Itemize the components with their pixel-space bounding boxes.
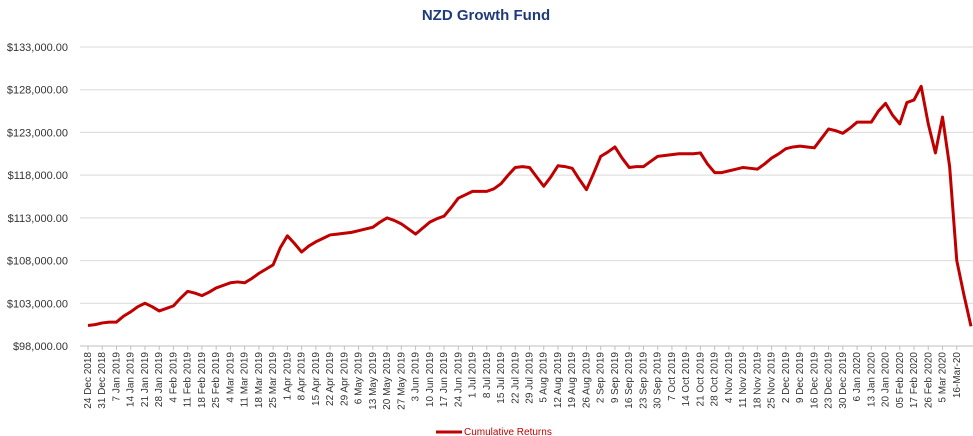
x-tick-label: 26 Feb 2020 [923,352,934,409]
x-tick-label: 11 Mar 2019 [240,352,251,408]
x-tick-label: 26 Aug 2019 [581,352,592,409]
x-tick-label: 20 May 2019 [382,352,393,410]
x-tick-label: 25 Feb 2019 [211,352,222,409]
x-tick-label: 25 Nov 2019 [767,352,778,409]
y-tick-label: $128,000.00 [7,85,68,97]
y-tick-label: $98,000.00 [13,341,68,353]
x-tick-label: 29 Jul 2019 [525,352,536,404]
x-tick-label: 10 Jun 2019 [425,352,436,407]
x-tick-label: 20 Jan 2020 [881,352,892,407]
x-tick-label: 4 Feb 2019 [168,352,179,403]
x-tick-label: 6 May 2019 [354,352,365,405]
x-tick-label: 9 Dec 2019 [795,352,806,404]
x-tick-label: 3 Jun 2019 [411,352,422,402]
x-tick-label: 2 Sep 2019 [596,352,607,404]
x-tick-label: 05 Feb 2020 [895,352,906,409]
x-tick-label: 30 Sep 2019 [653,352,664,409]
x-tick-label: 13 May 2019 [368,352,379,410]
x-tick-label: 29 Apr 2019 [339,352,350,406]
x-tick-label: 14 Jan 2019 [126,352,137,407]
x-tick-label: 18 Nov 2019 [752,352,763,409]
x-tick-label: 13 Jan 2020 [866,352,877,407]
x-tick-label: 4 Mar 2019 [225,352,236,403]
x-tick-label: 8 Apr 2019 [297,352,308,401]
x-tick-label: 14 Oct 2019 [681,352,692,407]
x-tick-label: 11 Nov 2019 [738,352,749,408]
x-tick-label: 15 Jul 2019 [496,352,507,404]
x-tick-label: 6 Jan 2020 [852,352,863,402]
x-tick-label: 17 Feb 2020 [909,352,920,409]
x-tick-label: 16-Mar-20 [952,352,963,399]
x-tick-label: 24 Dec 2018 [83,352,94,409]
x-tick-label: 4 Nov 2019 [724,352,735,404]
x-tick-label: 23 Sep 2019 [638,352,649,409]
x-tick-label: 28 Jan 2019 [154,352,165,407]
x-tick-label: 16 Sep 2019 [624,352,635,409]
y-tick-label: $118,000.00 [8,170,68,182]
x-tick-label: 18 Feb 2019 [197,352,208,409]
x-tick-label: 2 Dec 2019 [781,352,792,404]
x-tick-label: 31 Dec 2018 [97,352,108,409]
x-tick-label: 23 Dec 2019 [824,352,835,409]
y-tick-label: $123,000.00 [7,127,68,139]
x-tick-label: 15 Apr 2019 [311,352,322,406]
x-tick-label: 8 Jul 2019 [482,352,493,399]
x-tick-label: 25 Mar 2019 [268,352,279,409]
x-tick-label: 21 Oct 2019 [695,352,706,407]
y-tick-label: $108,000.00 [7,256,68,268]
x-tick-label: 7 Oct 2019 [667,352,678,401]
x-tick-label: 22 Jul 2019 [510,352,521,404]
x-tick-label: 27 May 2019 [396,352,407,410]
x-tick-label: 7 Jan 2019 [111,352,122,402]
x-tick-label: 1 Jul 2019 [468,352,479,399]
x-tick-label: 18 Mar 2019 [254,352,265,409]
x-tick-label: 5 Mar 2020 [938,352,949,403]
x-tick-label: 12 Aug 2019 [553,352,564,409]
x-tick-label: 17 Jun 2019 [439,352,450,407]
x-tick-label: 1 Apr 2019 [282,352,293,401]
y-tick-label: $133,000.00 [7,42,68,54]
data-line [87,84,973,327]
x-tick-label: 22 Apr 2019 [325,352,336,406]
x-tick-label: 16 Dec 2019 [809,352,820,409]
x-tick-label: 28 Oct 2019 [710,352,721,407]
x-tick-label: 21 Jan 2019 [140,352,151,407]
y-tick-label: $103,000.00 [7,298,68,310]
legend-label: Cumulative Returns [464,427,552,436]
x-tick-label: 24 Jun 2019 [453,352,464,407]
x-tick-label: 5 Aug 2019 [539,352,550,403]
x-tick-label: 11 Feb 2019 [183,352,194,408]
y-tick-label: $113,000.00 [8,213,68,225]
x-tick-label: 30 Dec 2019 [838,352,849,409]
x-tick-label: 9 Sep 2019 [610,352,621,404]
x-tick-label: 19 Aug 2019 [567,352,578,409]
chart-title: NZD Growth Fund [422,7,550,24]
